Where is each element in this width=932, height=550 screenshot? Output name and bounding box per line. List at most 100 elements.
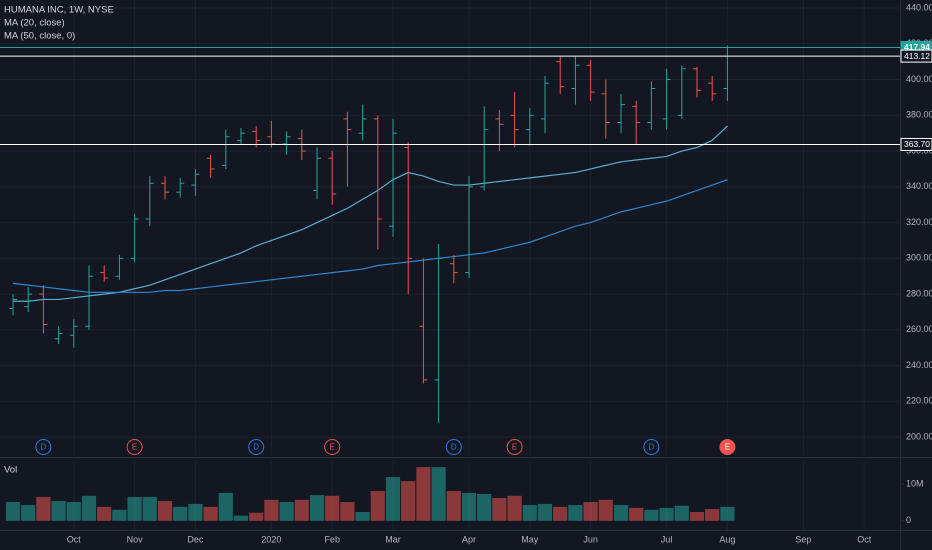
x-tick-label: Aug (719, 534, 735, 544)
event-label: E (512, 443, 517, 452)
volume-bar (370, 491, 385, 521)
y-tick-label: 300.00 (906, 253, 932, 263)
volume-bar (644, 509, 659, 521)
volume-bar (720, 506, 735, 521)
volume-bar (705, 509, 720, 521)
volume-bar (385, 477, 401, 521)
volume-bar (81, 495, 97, 521)
volume-bar (36, 496, 51, 521)
volume-bar (537, 503, 553, 521)
volume-bar (674, 505, 689, 521)
y-tick-label: 240.00 (906, 360, 932, 370)
volume-bar (416, 467, 431, 521)
volume-bar (477, 493, 492, 521)
volume-title: Vol (4, 465, 17, 476)
y-tick-label: 280.00 (906, 288, 932, 298)
event-marker (324, 439, 341, 455)
x-tick-label: Jun (583, 534, 598, 544)
volume-bar (355, 511, 370, 521)
volume-bar (629, 507, 644, 521)
volume-bar (553, 506, 568, 521)
volume-bar (492, 498, 507, 521)
legend-entry: MA (50, close, 0) (4, 31, 75, 42)
volume-bar (218, 492, 233, 521)
volume-bar (203, 506, 218, 521)
event-marker (506, 439, 523, 455)
moving-average-line (12, 179, 728, 293)
event-label: E (132, 443, 137, 452)
moving-average-line (13, 125, 728, 302)
price-label-box (900, 137, 932, 151)
y-tick-label: 340.00 (906, 181, 932, 191)
volume-bar (233, 515, 249, 521)
x-tick-label: Oct (857, 534, 872, 544)
volume-bar (613, 505, 629, 521)
volume-bar (264, 499, 279, 521)
volume-bar (66, 502, 81, 521)
volume-bar (598, 499, 613, 521)
y-tick-label: 260.00 (906, 324, 932, 334)
volume-bar (112, 509, 127, 521)
x-tick-label: Dec (187, 534, 204, 544)
volume-bar (21, 505, 36, 521)
y-tick-label: 200.00 (906, 431, 932, 441)
volume-bar (583, 502, 598, 521)
volume-bar (173, 506, 188, 521)
y-tick-label: 440.00 (906, 2, 932, 12)
x-tick-label: 2020 (261, 534, 281, 544)
event-marker (126, 439, 143, 455)
volume-bar (249, 512, 264, 521)
event-label: D (253, 443, 259, 452)
y-tick-label: 400.00 (906, 74, 932, 84)
volume-bar (127, 496, 142, 521)
x-tick-label: Sep (795, 534, 811, 544)
volume-bar (522, 505, 537, 521)
event-label: E (330, 443, 335, 452)
price-label: 363.70 (904, 139, 930, 149)
x-tick-label: Mar (385, 534, 401, 544)
volume-bar (279, 502, 294, 521)
y-tick-label: 320.00 (906, 217, 932, 227)
event-label: D (451, 443, 457, 452)
price-label-box (900, 49, 932, 63)
chart-title: HUMANA INC, 1W, NYSE (4, 5, 114, 16)
event-label: D (41, 443, 47, 452)
volume-bar (507, 495, 522, 521)
volume-bar (446, 491, 461, 521)
volume-bar (461, 492, 477, 521)
event-marker (719, 439, 736, 455)
volume-bar (188, 503, 203, 521)
x-tick-label: Feb (324, 534, 340, 544)
volume-bar (325, 495, 340, 521)
price-label: 413.12 (904, 51, 930, 61)
volume-bar (309, 495, 325, 521)
volume-bar (568, 505, 583, 521)
y-tick-label: 10M (906, 478, 924, 488)
volume-bar (294, 499, 309, 521)
y-tick-label: 220.00 (906, 396, 932, 406)
volume-bar (157, 500, 173, 521)
x-tick-label: May (521, 534, 539, 544)
event-label: D (649, 443, 655, 452)
volume-bar (659, 507, 674, 521)
volume-bar (689, 511, 705, 521)
volume-bar (142, 496, 157, 521)
x-tick-label: Jul (661, 534, 673, 544)
price-label: 417.94 (904, 42, 930, 52)
x-tick-label: Nov (127, 534, 144, 544)
event-marker (35, 439, 52, 455)
x-tick-label: Oct (67, 534, 82, 544)
event-marker (445, 439, 462, 455)
volume-bar (5, 502, 21, 521)
volume-bar (97, 506, 112, 521)
y-tick-label: 380.00 (906, 110, 932, 120)
y-tick-label: 0 (906, 515, 911, 525)
event-marker (643, 439, 660, 455)
event-label: E (725, 443, 730, 452)
volume-bar (51, 500, 66, 521)
volume-bar (401, 481, 416, 521)
